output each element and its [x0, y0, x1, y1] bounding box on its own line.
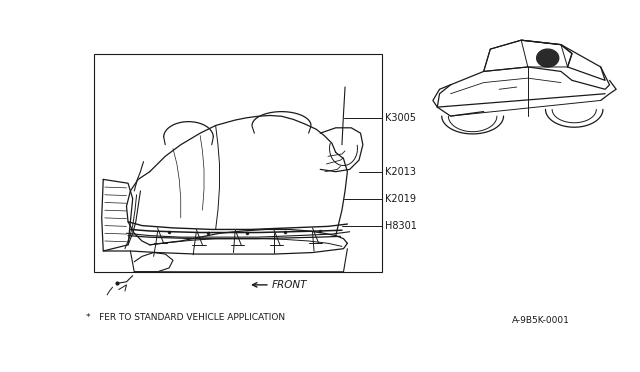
- Text: FRONT: FRONT: [272, 280, 308, 290]
- Bar: [94, 54, 382, 272]
- Text: K3005: K3005: [385, 113, 417, 123]
- Text: K2019: K2019: [385, 194, 417, 203]
- Text: A-9B5K-0001: A-9B5K-0001: [512, 316, 570, 325]
- Text: *   FER TO STANDARD VEHICLE APPLICATION: * FER TO STANDARD VEHICLE APPLICATION: [86, 314, 285, 323]
- Text: K2013: K2013: [385, 167, 417, 177]
- Text: H8301: H8301: [385, 221, 417, 231]
- Polygon shape: [537, 49, 559, 67]
